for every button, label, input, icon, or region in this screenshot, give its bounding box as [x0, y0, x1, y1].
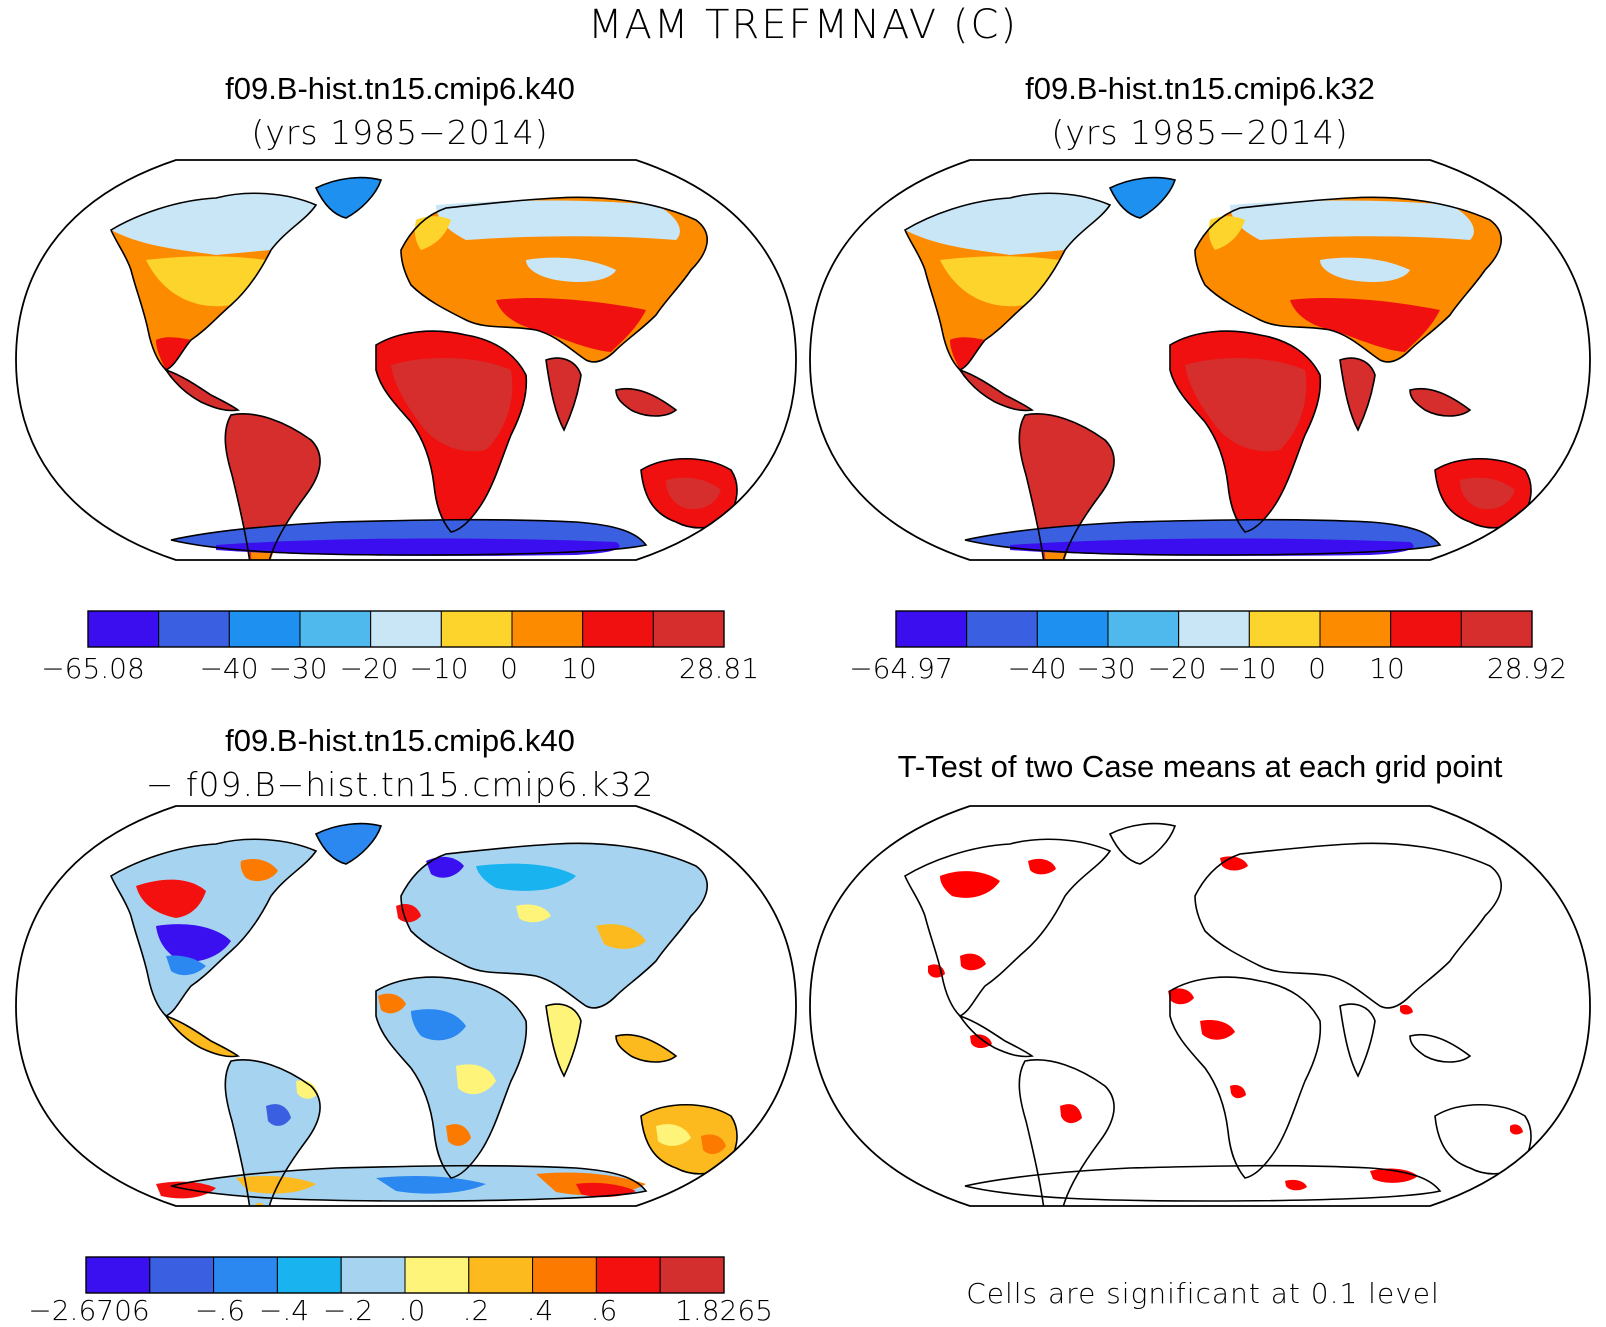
panel-title-ttest: T-Test of two Case means at each grid po…	[897, 749, 1503, 784]
colorbar-swatch	[1178, 610, 1250, 648]
map-difference	[15, 805, 797, 1207]
colorbar-level-label: −10	[409, 652, 469, 685]
colorbar-level-label: −.6	[194, 1294, 246, 1327]
colorbar-swatch	[1107, 610, 1180, 648]
panel-title-k32: f09.B-hist.tn15.cmip6.k32	[1025, 71, 1375, 106]
colorbar-level-label: −40	[1007, 652, 1067, 685]
colorbar-difference	[85, 1256, 725, 1294]
significance-note: Cells are significant at 0.1 level	[966, 1277, 1440, 1310]
colorbar-level-label: .0	[398, 1294, 426, 1327]
colorbar-level-label: .4	[526, 1294, 554, 1327]
colorbar-level-label: −30	[268, 652, 328, 685]
colorbar-k32	[895, 610, 1533, 648]
colorbar-swatch	[1460, 610, 1533, 648]
colorbar-level-label: 0	[1308, 652, 1326, 685]
colorbar-max-label: 28.92	[1486, 652, 1568, 685]
colorbar-max-label: 1.8265	[675, 1294, 773, 1327]
colorbar-swatch	[532, 1256, 597, 1294]
colorbar-swatch	[440, 610, 513, 648]
colorbar-level-label: 0	[500, 652, 518, 685]
colorbar-swatch	[1319, 610, 1392, 648]
colorbar-level-label: −30	[1076, 652, 1136, 685]
colorbar-min-label: −64.97	[849, 652, 953, 685]
colorbar-swatch	[370, 610, 442, 648]
colorbar-swatch	[299, 610, 372, 648]
colorbar-swatch	[1390, 610, 1462, 648]
colorbar-swatch	[276, 1256, 342, 1294]
colorbar-swatch	[659, 1256, 725, 1294]
colorbar-level-label: −.2	[322, 1294, 374, 1327]
colorbar-swatch	[652, 610, 725, 648]
colorbar-swatch	[213, 1256, 278, 1294]
panel-subtitle-k40: (yrs 1985−2014)	[251, 113, 549, 152]
colorbar-level-label: −40	[199, 652, 259, 685]
colorbar-swatch	[340, 1256, 406, 1294]
colorbar-swatch	[895, 610, 968, 648]
colorbar-swatch	[595, 1256, 661, 1294]
colorbar-swatch	[1248, 610, 1321, 648]
colorbar-swatch	[468, 1256, 534, 1294]
colorbar-swatch	[966, 610, 1038, 648]
colorbar-level-label: .6	[590, 1294, 618, 1327]
colorbar-level-label: −20	[339, 652, 399, 685]
colorbar-min-label: −2.6706	[28, 1294, 150, 1327]
colorbar-swatch	[404, 1256, 470, 1294]
map-k32	[809, 159, 1591, 561]
panel-subtitle-k32: (yrs 1985−2014)	[1051, 113, 1349, 152]
colorbar-swatch	[228, 610, 301, 648]
colorbar-swatch	[85, 1256, 151, 1294]
colorbar-max-label: 28.81	[678, 652, 760, 685]
colorbar-min-label: −65.08	[41, 652, 145, 685]
colorbar-swatch	[87, 610, 160, 648]
map-k40	[15, 159, 797, 561]
panel-subtitle-diff: − f09.B−hist.tn15.cmip6.k32	[145, 765, 655, 804]
map-ttest	[809, 805, 1591, 1207]
colorbar-level-label: −.4	[258, 1294, 310, 1327]
colorbar-k40	[87, 610, 725, 648]
colorbar-level-label: −10	[1217, 652, 1277, 685]
colorbar-level-label: .2	[462, 1294, 490, 1327]
colorbar-level-label: 10	[561, 652, 597, 685]
colorbar-level-label: −20	[1147, 652, 1207, 685]
colorbar-swatch	[582, 610, 654, 648]
panel-title-diff: f09.B-hist.tn15.cmip6.k40	[225, 723, 575, 758]
colorbar-level-label: 10	[1369, 652, 1405, 685]
figure-title: MAM TREFMNAV (C)	[587, 2, 1019, 48]
colorbar-swatch	[158, 610, 230, 648]
colorbar-swatch	[1036, 610, 1109, 648]
panel-title-k40: f09.B-hist.tn15.cmip6.k40	[225, 71, 575, 106]
colorbar-swatch	[149, 1256, 215, 1294]
colorbar-swatch	[511, 610, 584, 648]
